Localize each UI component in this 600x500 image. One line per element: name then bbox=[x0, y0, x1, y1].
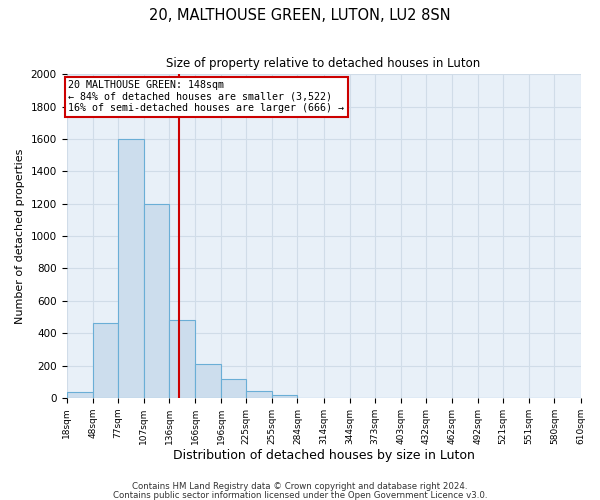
Text: 20 MALTHOUSE GREEN: 148sqm
← 84% of detached houses are smaller (3,522)
16% of s: 20 MALTHOUSE GREEN: 148sqm ← 84% of deta… bbox=[68, 80, 344, 114]
Text: Contains public sector information licensed under the Open Government Licence v3: Contains public sector information licen… bbox=[113, 490, 487, 500]
X-axis label: Distribution of detached houses by size in Luton: Distribution of detached houses by size … bbox=[173, 450, 475, 462]
Bar bbox=[92, 324, 118, 398]
Title: Size of property relative to detached houses in Luton: Size of property relative to detached ho… bbox=[166, 58, 481, 70]
Bar bbox=[221, 380, 246, 398]
Bar bbox=[272, 394, 298, 398]
Bar bbox=[118, 139, 144, 398]
Bar bbox=[67, 392, 92, 398]
Text: Contains HM Land Registry data © Crown copyright and database right 2024.: Contains HM Land Registry data © Crown c… bbox=[132, 482, 468, 491]
Bar bbox=[246, 390, 272, 398]
Bar bbox=[169, 320, 195, 398]
Bar bbox=[195, 364, 221, 398]
Bar bbox=[144, 204, 169, 398]
Text: 20, MALTHOUSE GREEN, LUTON, LU2 8SN: 20, MALTHOUSE GREEN, LUTON, LU2 8SN bbox=[149, 8, 451, 22]
Y-axis label: Number of detached properties: Number of detached properties bbox=[15, 148, 25, 324]
